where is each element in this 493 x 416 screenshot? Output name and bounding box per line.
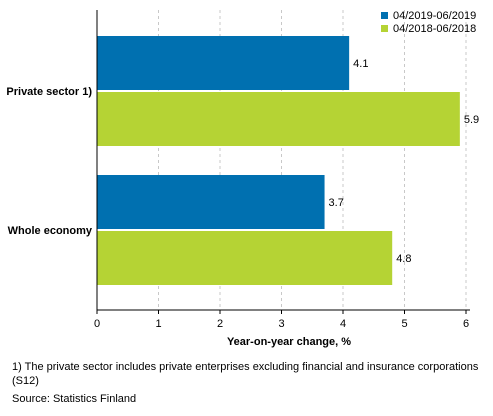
bar [97,92,460,146]
bar-chart: 4.1 5.9 3.7 4.8 Private sector 1) Whole econ… [6,10,480,348]
x-tick-label: 3 [278,318,284,330]
x-tick-label: 2 [217,318,223,330]
legend-swatch [381,25,388,32]
value-labels: 4.1 5.9 3.7 4.8 [329,58,480,265]
category-label: Whole economy [8,225,93,237]
bars [97,36,460,285]
x-axis-title: Year-on-year change, % [227,336,351,348]
category-label: Private sector 1) [6,86,92,98]
legend-swatch [381,12,388,19]
bar [97,231,393,285]
x-axis: 0 1 2 3 4 5 6 [94,10,470,330]
x-tick-label: 1 [155,318,161,330]
source-note: Source: Statistics Finland [12,393,137,405]
x-tick-label: 0 [94,318,100,330]
category-labels: Private sector 1) Whole economy [6,86,92,237]
legend-label: 04/2018-06/2018 [393,23,476,35]
x-tick-label: 5 [401,318,407,330]
data-label: 4.8 [396,253,411,265]
x-tick-label: 6 [463,318,469,330]
data-label: 4.1 [353,58,368,70]
x-tick-label: 4 [340,318,346,330]
bar [97,175,325,229]
legend-label: 04/2019-06/2019 [393,10,476,22]
bar [97,36,350,90]
data-label: 5.9 [464,114,479,126]
data-label: 3.7 [329,197,344,209]
footnote: 1) The private sector includes private e… [12,361,479,387]
